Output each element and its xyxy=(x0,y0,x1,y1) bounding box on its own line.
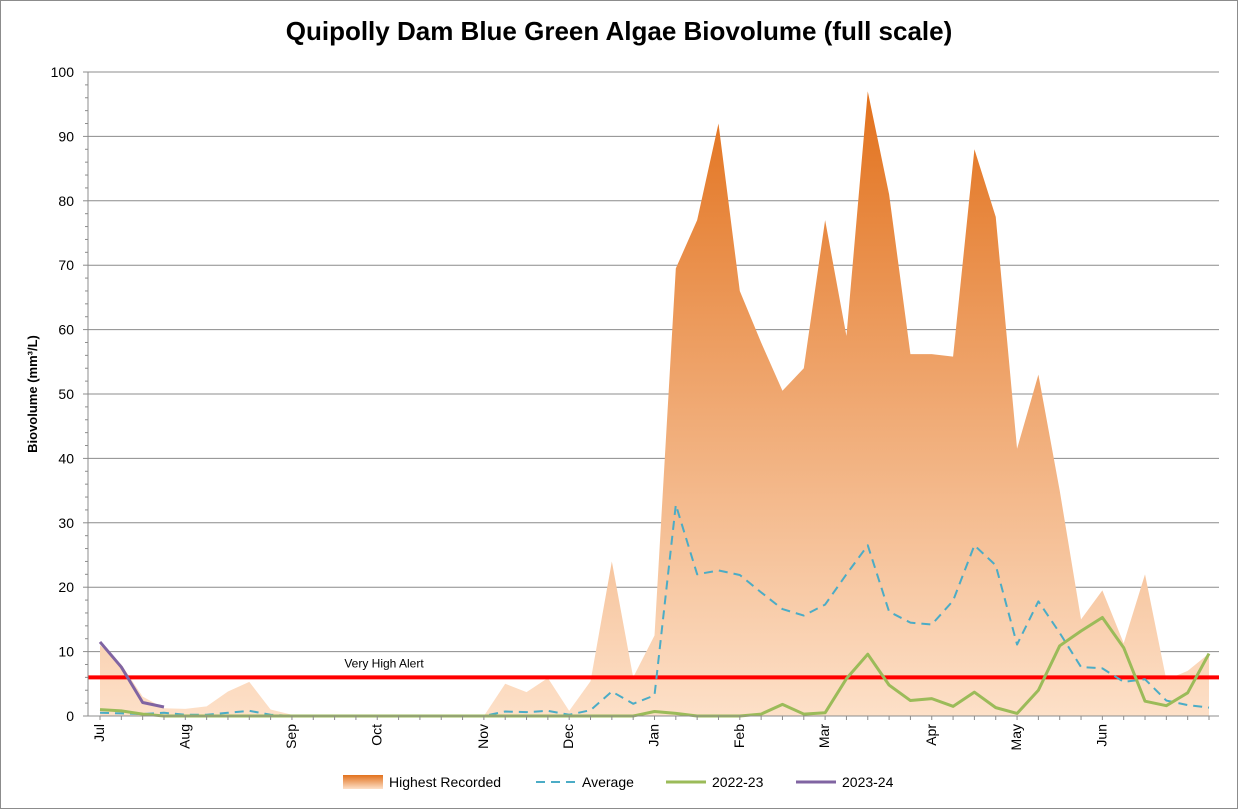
chart-title: Quipolly Dam Blue Green Algae Biovolume … xyxy=(285,16,953,46)
legend-swatch-highest-recorded xyxy=(343,775,383,789)
x-tick-label-jan: Jan xyxy=(646,724,662,747)
y-tick-label-100: 100 xyxy=(51,64,75,80)
x-tick-label-apr: Apr xyxy=(923,724,939,746)
legend: Highest Recorded Average 2022-23 2023-24 xyxy=(343,774,894,790)
x-tick-label-jun: Jun xyxy=(1093,724,1109,747)
x-tick-label-oct: Oct xyxy=(368,724,384,746)
highest-recorded-area-layer xyxy=(100,91,1209,716)
legend-label-highest-recorded: Highest Recorded xyxy=(389,774,501,790)
series-line-2023-24 xyxy=(98,640,165,709)
y-tick-label-30: 30 xyxy=(58,515,74,531)
y-tick-label-90: 90 xyxy=(58,128,74,144)
y-tick-label-80: 80 xyxy=(58,193,74,209)
highest-recorded-area xyxy=(100,91,1209,716)
y-tick-label-50: 50 xyxy=(58,386,74,402)
y-tick-label-60: 60 xyxy=(58,322,74,338)
legend-label-2023-24: 2023-24 xyxy=(842,774,894,790)
y-tick-label-70: 70 xyxy=(58,257,74,273)
x-tick-label-dec: Dec xyxy=(560,724,576,749)
very-high-alert-label: Very High Alert xyxy=(344,656,424,670)
x-tick-label-feb: Feb xyxy=(731,724,747,748)
threshold-layer: Very High Alert xyxy=(88,656,1219,680)
x-tick-label-jul: Jul xyxy=(91,724,107,742)
x-tick-label-may: May xyxy=(1008,724,1024,750)
y-tick-label-20: 20 xyxy=(58,579,74,595)
y-tick-label-10: 10 xyxy=(58,644,74,660)
legend-label-average: Average xyxy=(582,774,634,790)
y-axis-label: Biovolume (mm³/L) xyxy=(25,335,40,453)
x-tick-label-mar: Mar xyxy=(816,724,832,748)
legend-label-2022-23: 2022-23 xyxy=(712,774,764,790)
y-tick-label-0: 0 xyxy=(66,708,74,724)
y-tick-label-40: 40 xyxy=(58,450,74,466)
x-tick-label-nov: Nov xyxy=(475,724,491,749)
axes: 0 10 20 30 40 50 60 70 80 90 100 Jul Aug Sep Oct Nov Dec… xyxy=(51,64,1219,750)
x-tick-label-aug: Aug xyxy=(176,724,192,749)
x-tick-label-sep: Sep xyxy=(283,724,299,749)
